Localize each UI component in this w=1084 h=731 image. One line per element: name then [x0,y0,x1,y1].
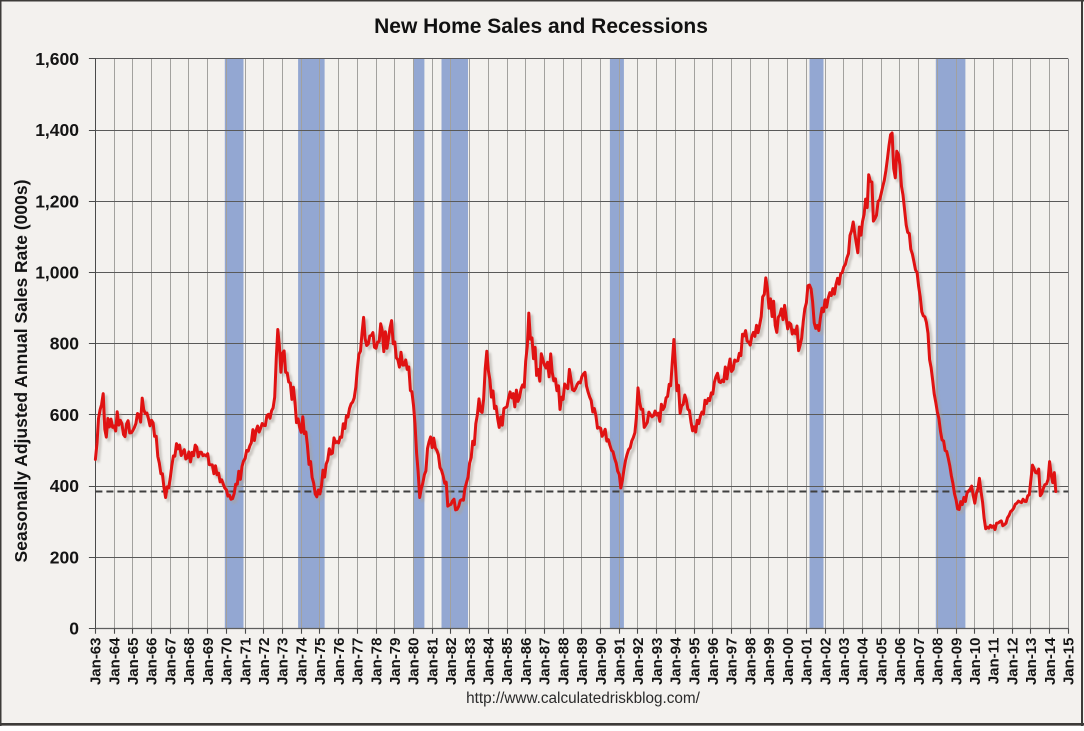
svg-text:Jan-14: Jan-14 [1042,637,1059,685]
svg-text:Jan-82: Jan-82 [443,638,460,686]
svg-text:Jan-96: Jan-96 [705,638,722,686]
svg-text:Jan-97: Jan-97 [724,638,741,686]
svg-text:600: 600 [50,405,79,425]
svg-text:Jan-92: Jan-92 [630,638,647,686]
svg-text:Jan-15: Jan-15 [1061,638,1078,686]
svg-text:Jan-90: Jan-90 [593,638,610,686]
svg-text:200: 200 [50,547,79,567]
svg-text:Jan-67: Jan-67 [162,638,179,686]
svg-text:Jan-93: Jan-93 [649,638,666,686]
svg-text:400: 400 [50,476,79,496]
svg-text:1,200: 1,200 [35,191,79,211]
svg-text:1,400: 1,400 [35,120,79,140]
svg-text:Jan-09: Jan-09 [948,638,965,686]
svg-text:Jan-85: Jan-85 [499,638,516,686]
svg-text:Jan-78: Jan-78 [368,638,385,686]
svg-text:Jan-88: Jan-88 [555,638,572,686]
svg-text:Jan-99: Jan-99 [761,638,778,686]
svg-text:Jan-65: Jan-65 [125,638,142,686]
svg-text:Jan-71: Jan-71 [237,638,254,686]
svg-text:Jan-98: Jan-98 [743,638,760,686]
svg-text:1,000: 1,000 [35,263,79,283]
svg-text:Jan-66: Jan-66 [144,638,161,686]
svg-text:Jan-77: Jan-77 [350,638,367,686]
svg-text:Jan-95: Jan-95 [686,638,703,686]
svg-text:Jan-76: Jan-76 [331,638,348,686]
svg-text:Jan-94: Jan-94 [668,637,685,685]
svg-text:Jan-02: Jan-02 [817,638,834,686]
svg-text:Jan-89: Jan-89 [574,638,591,686]
svg-text:Jan-69: Jan-69 [200,638,217,686]
svg-text:New Home Sales and Recessions: New Home Sales and Recessions [374,15,708,38]
svg-text:800: 800 [50,334,79,354]
svg-text:Jan-03: Jan-03 [836,638,853,686]
svg-text:Jan-13: Jan-13 [1023,638,1040,686]
svg-text:Jan-79: Jan-79 [387,638,404,686]
svg-text:Jan-12: Jan-12 [1004,638,1021,686]
svg-text:Jan-04: Jan-04 [855,637,872,685]
svg-text:Jan-83: Jan-83 [462,638,479,686]
svg-text:Jan-68: Jan-68 [181,638,198,686]
svg-text:Jan-86: Jan-86 [518,638,535,686]
svg-text:Jan-73: Jan-73 [275,638,292,686]
svg-text:Jan-05: Jan-05 [873,638,890,686]
svg-text:Seasonally Adjusted Annual Sal: Seasonally Adjusted Annual Sales Rate (0… [11,180,31,563]
svg-text:Jan-63: Jan-63 [88,638,105,686]
svg-text:Jan-81: Jan-81 [424,638,441,686]
svg-text:Jan-11: Jan-11 [986,638,1003,685]
svg-text:Jan-91: Jan-91 [612,638,629,686]
svg-text:Jan-07: Jan-07 [911,638,928,686]
svg-text:Jan-72: Jan-72 [256,638,273,686]
svg-text:Jan-01: Jan-01 [799,638,816,686]
svg-text:Jan-87: Jan-87 [537,638,554,686]
svg-text:Jan-70: Jan-70 [219,638,236,686]
svg-text:0: 0 [69,619,79,639]
svg-text:Jan-64: Jan-64 [106,637,123,685]
svg-text:Jan-00: Jan-00 [780,638,797,686]
svg-text:Jan-84: Jan-84 [481,637,498,685]
svg-text:http://www.calculatedriskblog.: http://www.calculatedriskblog.com/ [466,690,701,707]
svg-text:Jan-74: Jan-74 [293,637,310,685]
svg-text:1,600: 1,600 [35,49,79,69]
svg-text:Jan-75: Jan-75 [312,638,329,686]
svg-text:Jan-80: Jan-80 [406,638,423,686]
svg-text:Jan-06: Jan-06 [892,638,909,686]
svg-text:Jan-10: Jan-10 [967,638,984,686]
svg-text:Jan-08: Jan-08 [930,638,947,686]
